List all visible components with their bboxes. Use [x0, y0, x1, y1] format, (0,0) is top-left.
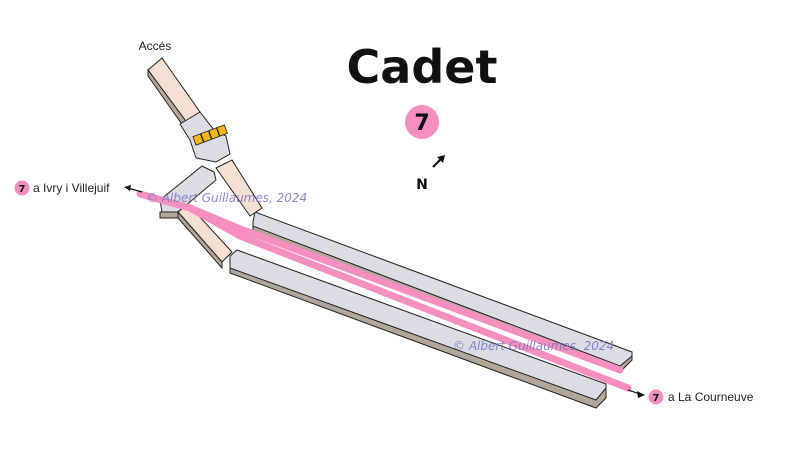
- line-badge: 7: [405, 105, 439, 139]
- destination-west-badge: [14, 180, 30, 196]
- destination-west-line: 7: [19, 184, 26, 195]
- station-title: Cadet: [347, 40, 498, 94]
- stairs-icon: [192, 124, 228, 146]
- line-7-tracks: [136, 190, 632, 392]
- destination-east-label: a La Courneuve: [668, 390, 754, 404]
- line-badge-circle: [405, 105, 439, 139]
- destination-west-label: a Ivry i Villejuif: [33, 181, 110, 195]
- track-north: [186, 204, 624, 374]
- destination-east-badge: [648, 389, 664, 405]
- line-badge-number: 7: [414, 111, 429, 136]
- corridor-to-north-platform: [215, 159, 263, 217]
- west-arrowhead-icon: [124, 185, 131, 191]
- east-arrow: [627, 389, 645, 398]
- watermark-bottom: © Albert Guillaumes, 2024: [453, 339, 614, 353]
- destination-west: 7 a Ivry i Villejuif: [14, 180, 110, 196]
- access-label: Accés: [139, 39, 172, 53]
- corridor-south-side: [177, 210, 223, 270]
- platform-south-top: [229, 249, 607, 401]
- compass-arrowhead-icon: [437, 155, 445, 163]
- landing-hall: [179, 111, 231, 163]
- access-corridor-floor: [147, 57, 201, 125]
- corridor-to-south-platform: [177, 203, 233, 270]
- destination-east: 7 a La Courneuve: [648, 389, 754, 405]
- destination-east-line: 7: [653, 393, 660, 404]
- platform-south: [229, 249, 607, 409]
- watermark-top: © Albert Guillaumes, 2024: [146, 191, 307, 205]
- track-south: [136, 190, 632, 392]
- corridor-north-floor: [215, 159, 263, 217]
- junction-side: [159, 211, 179, 219]
- compass: N: [416, 155, 445, 193]
- compass-label: N: [416, 177, 428, 193]
- east-arrowhead-icon: [637, 391, 645, 398]
- west-arrow: [124, 185, 143, 193]
